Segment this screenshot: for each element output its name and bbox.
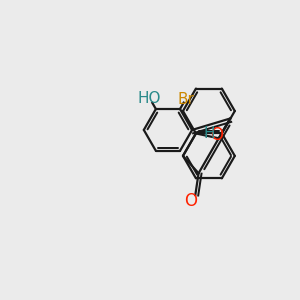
Text: HO: HO: [138, 91, 161, 106]
Text: Br: Br: [177, 92, 194, 107]
Text: O: O: [210, 126, 223, 144]
Text: O: O: [184, 192, 197, 210]
Text: H: H: [204, 126, 215, 141]
